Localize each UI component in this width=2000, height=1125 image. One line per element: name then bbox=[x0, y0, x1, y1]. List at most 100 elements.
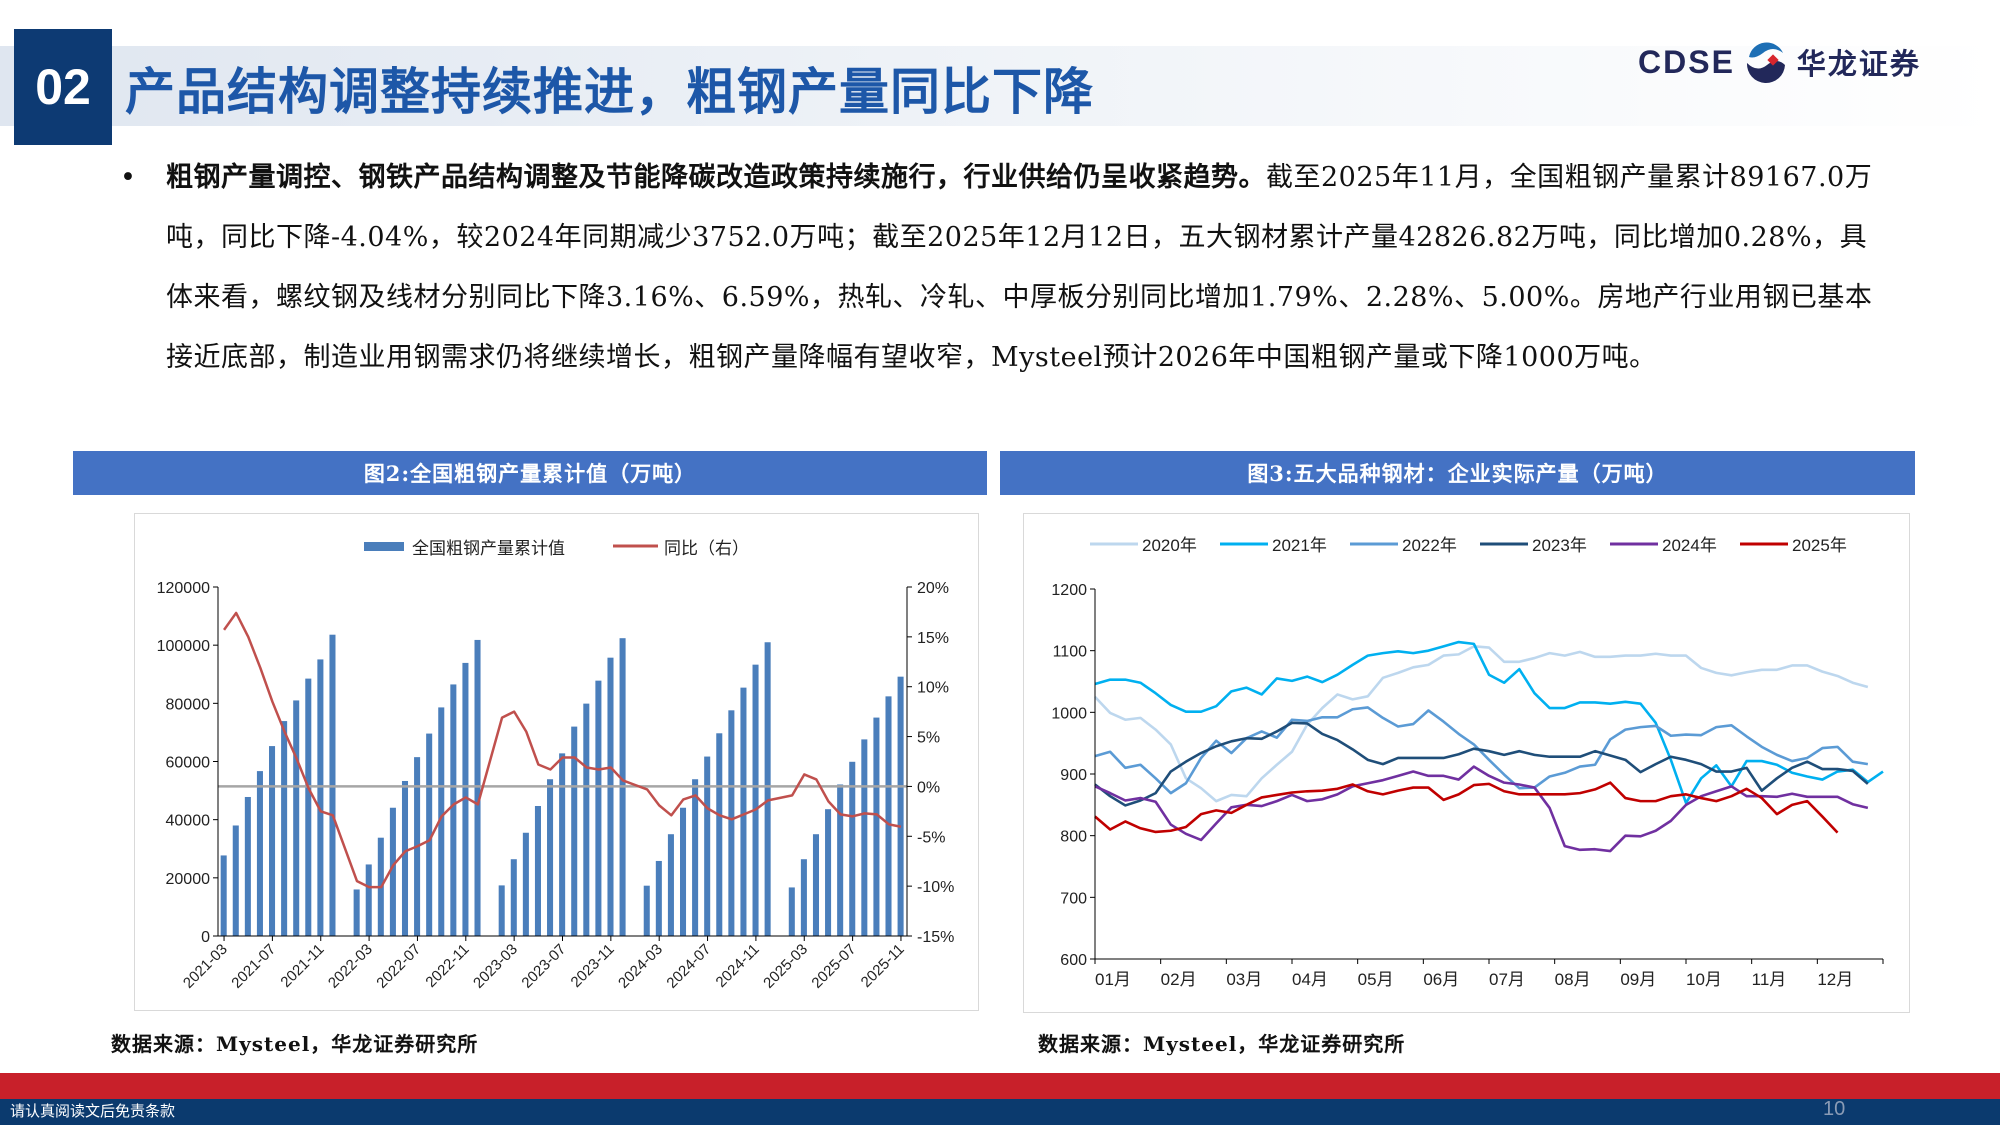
y-tick-label: 1100 bbox=[1053, 644, 1088, 661]
x-tick-label: 2021-11 bbox=[277, 941, 327, 991]
x-tick-label: 07月 bbox=[1489, 970, 1525, 989]
bar-2022-11 bbox=[462, 662, 469, 936]
bar-2022-09 bbox=[438, 707, 445, 936]
legend-label-2022年: 2022年 bbox=[1402, 536, 1457, 555]
crude-steel-chart: 全国粗钢产量累计值 同比（右） 0 20000 40000 60000 80000 10000… bbox=[157, 539, 955, 992]
x-tick-label: 2025-03 bbox=[760, 941, 811, 992]
bar-2025-04 bbox=[812, 834, 820, 936]
bar-2021-10 bbox=[305, 678, 312, 936]
y-tick-label: 800 bbox=[1060, 829, 1087, 846]
bar-2025-05 bbox=[825, 809, 832, 936]
series-line-2021年 bbox=[1094, 640, 1884, 805]
summary-text: 截至2025年11月，全国粗钢产量累计89167.0万吨，同比下降-4.04%，… bbox=[166, 162, 1873, 373]
bar-2023-08 bbox=[571, 726, 578, 936]
bar-2023-05 bbox=[534, 805, 541, 936]
left-tick-label: 80000 bbox=[166, 696, 211, 713]
bar-2022-03 bbox=[365, 864, 372, 936]
bar-2024-06 bbox=[692, 779, 699, 936]
left-tick-label: 60000 bbox=[166, 755, 211, 772]
left-tick-label: 120000 bbox=[157, 580, 210, 597]
x-tick-label: 12月 bbox=[1817, 970, 1853, 989]
bar-2024-02 bbox=[643, 885, 650, 936]
x-tick-label: 2022-07 bbox=[373, 941, 424, 992]
bar-2021-08 bbox=[281, 721, 288, 936]
bar-2024-09 bbox=[728, 710, 735, 936]
bar-2025-06 bbox=[837, 784, 844, 936]
figure-3-title: 图3:五大品种钢材：企业实际产量（万吨） bbox=[1000, 451, 1915, 495]
x-tick-label: 04月 bbox=[1292, 970, 1328, 989]
figure-2-source: 数据来源：Mysteel，华龙证券研究所 bbox=[111, 1032, 479, 1056]
x-tick-label: 05月 bbox=[1358, 970, 1394, 989]
legend-bar-label: 全国粗钢产量累计值 bbox=[412, 539, 565, 558]
x-tick-label: 10月 bbox=[1686, 970, 1722, 989]
right-tick-label: 20% bbox=[917, 580, 949, 597]
x-tick-label: 2025-11 bbox=[858, 941, 908, 991]
figure-3-chart: 2020年 2021年 2022年 2023年 2024年 2025年 600 700 800 9… bbox=[1023, 513, 1910, 1013]
left-tick-label: 20000 bbox=[166, 871, 211, 888]
logo-text-en: CDSE bbox=[1638, 43, 1735, 80]
legend-label-2020年: 2020年 bbox=[1142, 536, 1197, 555]
bar-2024-10 bbox=[740, 687, 747, 936]
bar-2021-09 bbox=[293, 700, 300, 936]
x-tick-label: 2024-03 bbox=[615, 941, 666, 992]
bar-2023-07 bbox=[559, 753, 566, 936]
figure-2-title: 图2:全国粗钢产量累计值（万吨） bbox=[73, 451, 987, 495]
x-tick-label: 06月 bbox=[1423, 970, 1459, 989]
legend-label-2024年: 2024年 bbox=[1662, 536, 1717, 555]
bar-2025-10 bbox=[885, 696, 892, 936]
y-tick-label: 900 bbox=[1060, 767, 1087, 784]
x-tick-label: 2024-07 bbox=[663, 941, 714, 992]
bar-2023-04 bbox=[522, 832, 529, 936]
bar-2025-03 bbox=[800, 859, 807, 936]
summary-paragraph: 粗钢产量调控、钢铁产品结构调整及节能降碳改造政策持续施行，行业供给仍呈收紧趋势。… bbox=[166, 148, 1880, 388]
bar-2024-07 bbox=[704, 756, 711, 936]
bar-2023-09 bbox=[583, 703, 590, 936]
bar-2023-11 bbox=[607, 657, 614, 936]
y-tick-label: 700 bbox=[1060, 890, 1087, 907]
bar-2021-05 bbox=[244, 796, 251, 936]
x-tick-label: 2022-11 bbox=[422, 941, 472, 991]
right-tick-label: 5% bbox=[917, 730, 940, 747]
section-number: 02 bbox=[14, 29, 112, 145]
footer-disclaimer[interactable]: 请认真阅读文后免责条款 bbox=[10, 1102, 176, 1120]
right-tick-label: 0% bbox=[917, 779, 940, 796]
bullet-marker: • bbox=[120, 162, 136, 193]
bar-2023-10 bbox=[595, 680, 602, 936]
bar-2022-08 bbox=[426, 733, 433, 936]
bar-2023-03 bbox=[510, 859, 517, 936]
series-line-2023年 bbox=[1094, 721, 1869, 807]
bar-2024-08 bbox=[716, 733, 723, 936]
series-line-2024年 bbox=[1094, 765, 1869, 853]
bar-2024-03 bbox=[655, 860, 662, 936]
x-tick-label: 2023-07 bbox=[518, 941, 569, 992]
bar-2024-04 bbox=[667, 834, 674, 936]
footer-blue-band bbox=[0, 1099, 2000, 1125]
right-tick-label: 10% bbox=[917, 680, 949, 697]
bar-2022-02 bbox=[353, 889, 360, 936]
left-tick-label: 0 bbox=[201, 929, 210, 946]
yoy-line bbox=[223, 611, 902, 889]
bar-2023-02 bbox=[498, 885, 505, 936]
series-line-2022年 bbox=[1094, 706, 1869, 795]
x-tick-label: 2024-11 bbox=[713, 941, 763, 991]
legend-label-2023年: 2023年 bbox=[1532, 536, 1587, 555]
y-tick-label: 600 bbox=[1060, 952, 1087, 969]
left-tick-label: 40000 bbox=[166, 813, 211, 830]
footer-red-band bbox=[0, 1073, 2000, 1099]
steel-output-chart: 2020年 2021年 2022年 2023年 2024年 2025年 600 700 800 9… bbox=[1051, 536, 1884, 989]
x-tick-label: 2021-03 bbox=[180, 941, 231, 992]
x-tick-label: 2022-03 bbox=[325, 941, 376, 992]
bar-2022-12 bbox=[474, 639, 481, 936]
right-tick-label: -5% bbox=[917, 829, 945, 846]
right-tick-label: -15% bbox=[917, 929, 954, 946]
bar-2024-11 bbox=[752, 664, 759, 936]
series-line-2020年 bbox=[1094, 645, 1869, 803]
x-tick-label: 08月 bbox=[1555, 970, 1591, 989]
legend-bar-swatch bbox=[364, 542, 404, 551]
series-line-2025年 bbox=[1094, 781, 1839, 834]
bar-2022-10 bbox=[450, 684, 457, 936]
y-tick-label: 1200 bbox=[1051, 582, 1087, 599]
figure-2-chart: 全国粗钢产量累计值 同比（右） 0 20000 40000 60000 80000 10000… bbox=[134, 513, 979, 1011]
legend-label-2025年: 2025年 bbox=[1792, 536, 1847, 555]
header-band bbox=[0, 46, 2000, 126]
